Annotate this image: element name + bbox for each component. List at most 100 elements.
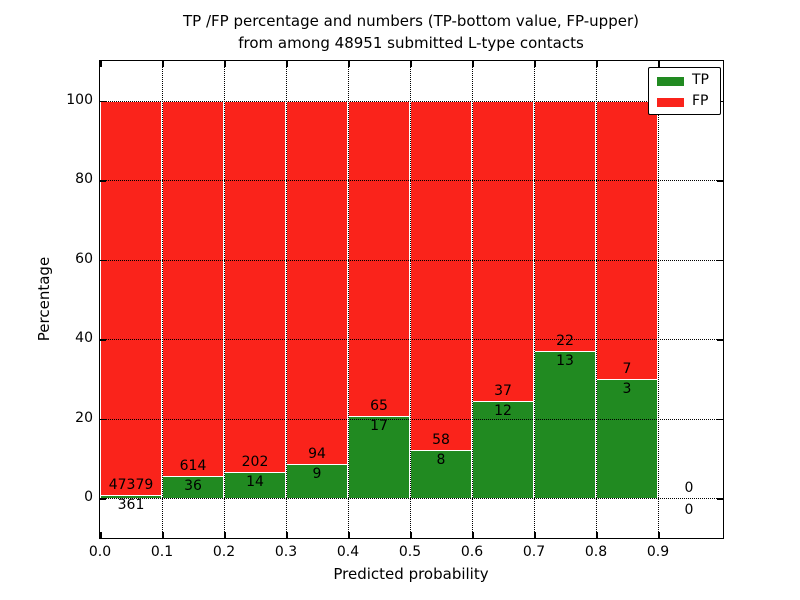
- x-tick-mark-top: [534, 61, 536, 67]
- x-tick-mark-top: [162, 61, 164, 67]
- fp-count-label: 614: [179, 458, 207, 475]
- x-gridline: [658, 61, 659, 538]
- tp-count-label: 8: [436, 452, 446, 469]
- x-tick-label: 0.8: [584, 544, 608, 560]
- x-gridline: [596, 61, 597, 538]
- tp-count-label: 3: [622, 381, 632, 397]
- x-tick-mark: [224, 532, 226, 538]
- x-gridline: [534, 61, 535, 538]
- fp-count-label: 22: [556, 332, 574, 349]
- x-axis-label: Predicted probability: [333, 565, 489, 583]
- y-tick-mark: [100, 100, 106, 103]
- y-tick-label: 0: [84, 489, 93, 506]
- x-tick-mark: [534, 532, 536, 538]
- y-tick-mark: [100, 339, 106, 341]
- tp-count-label: 9: [312, 465, 322, 482]
- y-tick-label: 60: [75, 250, 93, 267]
- x-tick-label: 0.4: [336, 544, 360, 560]
- y-gridline: [100, 259, 723, 261]
- tp-count-label: 36: [184, 478, 202, 495]
- tp-swatch: [657, 77, 684, 86]
- y-tick-mark-right: [717, 339, 723, 341]
- y-gridline: [100, 100, 723, 102]
- y-tick-mark: [100, 498, 106, 500]
- fp-count-label: 58: [432, 432, 450, 449]
- bar-tp-segment: [163, 476, 223, 499]
- x-gridline: [410, 61, 411, 538]
- x-tick-mark-top: [100, 61, 102, 67]
- x-gridline: [472, 61, 473, 538]
- y-tick-mark: [100, 259, 106, 262]
- legend-item-fp: FP: [657, 93, 717, 110]
- fp-count-label: 47379: [108, 477, 154, 494]
- x-tick-label: 0.1: [150, 544, 174, 560]
- bar-tp-segment: [225, 472, 285, 499]
- y-gridline: [100, 498, 723, 500]
- legend-label: FP: [692, 93, 709, 109]
- x-tick-mark-top: [472, 61, 474, 67]
- fp-count-label: 202: [241, 454, 269, 471]
- tp-count-label: 14: [246, 474, 264, 491]
- fp-swatch: [657, 98, 684, 107]
- bar-tp-segment: [287, 463, 347, 499]
- x-tick-mark: [162, 532, 164, 538]
- fp-count-label: 0: [684, 480, 694, 497]
- chart-title-line1: TP /FP percentage and numbers (TP-bottom…: [183, 12, 639, 30]
- bar-tp-segment: [349, 415, 409, 499]
- legend-item-tp: TP: [657, 72, 717, 89]
- x-tick-mark-top: [286, 61, 288, 67]
- x-tick-mark: [658, 532, 660, 538]
- chart-title-line2: from among 48951 submitted L-type contac…: [238, 34, 584, 52]
- bar-fp-segment: [225, 100, 285, 473]
- x-tick-mark-top: [224, 61, 226, 67]
- y-gridline: [100, 180, 723, 182]
- y-tick-mark: [100, 418, 106, 421]
- x-gridline: [224, 61, 225, 538]
- y-tick-mark: [100, 180, 106, 182]
- bar-tp-segment: [411, 450, 471, 499]
- legend-label: TP: [692, 72, 709, 88]
- x-gridline: [162, 61, 163, 538]
- bar-fp-segment: [411, 100, 471, 451]
- x-tick-mark-top: [410, 61, 412, 67]
- fp-count-label: 65: [370, 397, 388, 414]
- x-tick-label: 0.9: [646, 544, 670, 560]
- x-gridline: [286, 61, 287, 538]
- bar-fp-segment: [163, 100, 223, 477]
- y-axis-label: Percentage: [35, 256, 53, 342]
- y-tick-label: 40: [75, 330, 93, 347]
- x-tick-mark: [100, 532, 102, 538]
- y-tick-mark-right: [717, 498, 723, 500]
- bar-fp-segment: [535, 100, 595, 351]
- bar-tp-segment: [473, 400, 533, 499]
- bar-tp-segment: [597, 379, 657, 499]
- y-tick-mark-right: [717, 259, 723, 262]
- tp-count-label: 361: [117, 497, 145, 514]
- x-tick-mark: [472, 532, 474, 538]
- bar-tp-segment: [535, 350, 595, 499]
- bar-fp-segment: [349, 100, 409, 416]
- fp-count-label: 94: [308, 445, 326, 462]
- x-tick-label: 0.2: [212, 544, 236, 560]
- x-tick-mark-top: [658, 61, 660, 67]
- y-tick-mark-right: [717, 180, 723, 182]
- plot-area: 47379 361 614 36 202 14 94 9 65 17 58 8 37 12 22 13 7 3 0 0: [99, 60, 724, 539]
- y-gridline: [100, 418, 723, 420]
- y-tick-mark-right: [717, 418, 723, 421]
- x-tick-mark: [410, 532, 412, 538]
- bar-fp-segment: [597, 100, 657, 379]
- x-tick-mark: [596, 532, 598, 538]
- x-tick-mark-top: [596, 61, 598, 67]
- x-tick-label: 0.7: [522, 544, 546, 560]
- bar-fp-segment: [287, 100, 347, 464]
- x-tick-label: 0.3: [274, 544, 298, 560]
- y-tick-label: 20: [75, 409, 93, 426]
- tp-count-label: 13: [556, 352, 574, 369]
- x-tick-label: 0.0: [88, 544, 112, 560]
- fp-count-label: 7: [622, 361, 632, 377]
- legend: TP FP: [648, 67, 721, 115]
- tp-count-label: 12: [494, 402, 512, 419]
- bar-fp-segment: [473, 100, 533, 401]
- y-tick-label: 80: [75, 171, 93, 188]
